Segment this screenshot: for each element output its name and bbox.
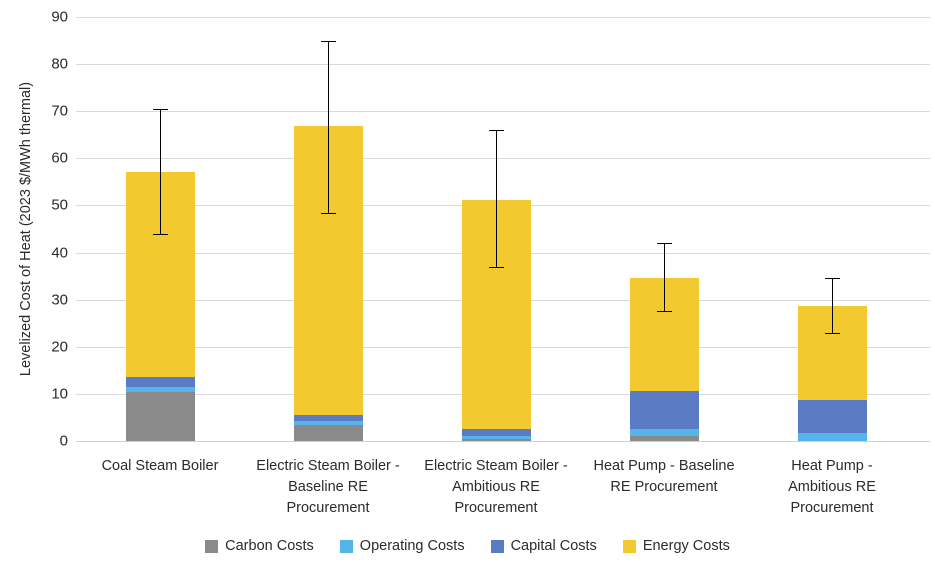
category-label: Coal Steam Boiler — [101, 458, 219, 474]
y-tick-label: 0 — [59, 432, 68, 450]
legend-swatch-icon — [622, 539, 636, 553]
error-bar-cap-top — [152, 108, 168, 110]
bar-segment-operating-costs — [293, 421, 363, 425]
y-axis-title: Levelized Cost of Heat (2023 $/MWh therm… — [18, 81, 34, 377]
gridline — [76, 17, 930, 18]
y-tick-label: 10 — [51, 385, 68, 403]
legend-item-energy-costs: Energy Costs — [622, 538, 730, 554]
y-tick-label: 60 — [51, 149, 68, 167]
bar-segment-operating-costs — [797, 432, 867, 441]
category-label: Electric Steam Boiler - Baseline RE Proc… — [256, 458, 400, 516]
gridline — [76, 158, 930, 160]
error-bar-line — [328, 40, 329, 213]
bar-segment-carbon-costs — [629, 436, 699, 441]
legend-item-operating-costs: Operating Costs — [339, 538, 465, 554]
bar-segment-carbon-costs — [125, 392, 195, 441]
error-bar-cap-top — [488, 130, 504, 132]
gridline — [76, 111, 930, 113]
category-label: Heat Pump - Baseline RE Procurement — [593, 458, 735, 495]
bar-segment-operating-costs — [461, 435, 531, 439]
y-tick-label: 90 — [51, 8, 68, 26]
legend-item-capital-costs: Capital Costs — [490, 538, 597, 554]
legend: Carbon Costs Operating Costs Capital Costs… — [0, 538, 935, 554]
legend-swatch-icon — [490, 539, 504, 553]
bar-segment-capital-costs — [797, 400, 867, 433]
y-tick-label: 40 — [51, 244, 68, 262]
gridline — [76, 64, 930, 66]
error-bar-cap-bottom — [320, 212, 336, 214]
category-label: Electric Steam Boiler - Ambitious RE Pro… — [424, 458, 568, 516]
legend-label: Operating Costs — [359, 538, 465, 554]
error-bar-cap-top — [320, 40, 336, 42]
y-tick-label: 30 — [51, 291, 68, 309]
legend-label: Capital Costs — [510, 538, 597, 554]
bar-segment-capital-costs — [293, 415, 363, 422]
error-bar-cap-bottom — [824, 332, 840, 334]
error-bar-line — [832, 278, 833, 333]
bar-segment-operating-costs — [629, 429, 699, 437]
y-tick-label: 80 — [51, 55, 68, 73]
legend-item-carbon-costs: Carbon Costs — [205, 538, 314, 554]
category-label: Heat Pump - Ambitious RE Procurement — [788, 458, 876, 516]
error-bar-cap-bottom — [656, 311, 672, 313]
error-bar-line — [496, 130, 497, 267]
bar-segment-operating-costs — [125, 387, 195, 393]
x-axis-line — [76, 441, 930, 442]
y-tick-label: 70 — [51, 102, 68, 120]
error-bar-cap-top — [656, 243, 672, 245]
error-bar-line — [664, 243, 665, 312]
bar-segment-carbon-costs — [293, 424, 363, 441]
bar-segment-capital-costs — [629, 390, 699, 430]
error-bar-cap-bottom — [152, 233, 168, 235]
error-bar-cap-top — [824, 278, 840, 280]
legend-swatch-icon — [339, 539, 353, 553]
error-bar-line — [160, 108, 161, 234]
legend-label: Energy Costs — [642, 538, 730, 554]
legend-swatch-icon — [205, 539, 219, 553]
error-bar-cap-bottom — [488, 266, 504, 268]
bar-segment-capital-costs — [125, 376, 195, 388]
bar-segment-capital-costs — [461, 428, 531, 436]
bar-segment-carbon-costs — [461, 438, 531, 441]
legend-label: Carbon Costs — [225, 538, 314, 554]
y-tick-label: 20 — [51, 338, 68, 356]
y-tick-label: 50 — [51, 196, 68, 214]
